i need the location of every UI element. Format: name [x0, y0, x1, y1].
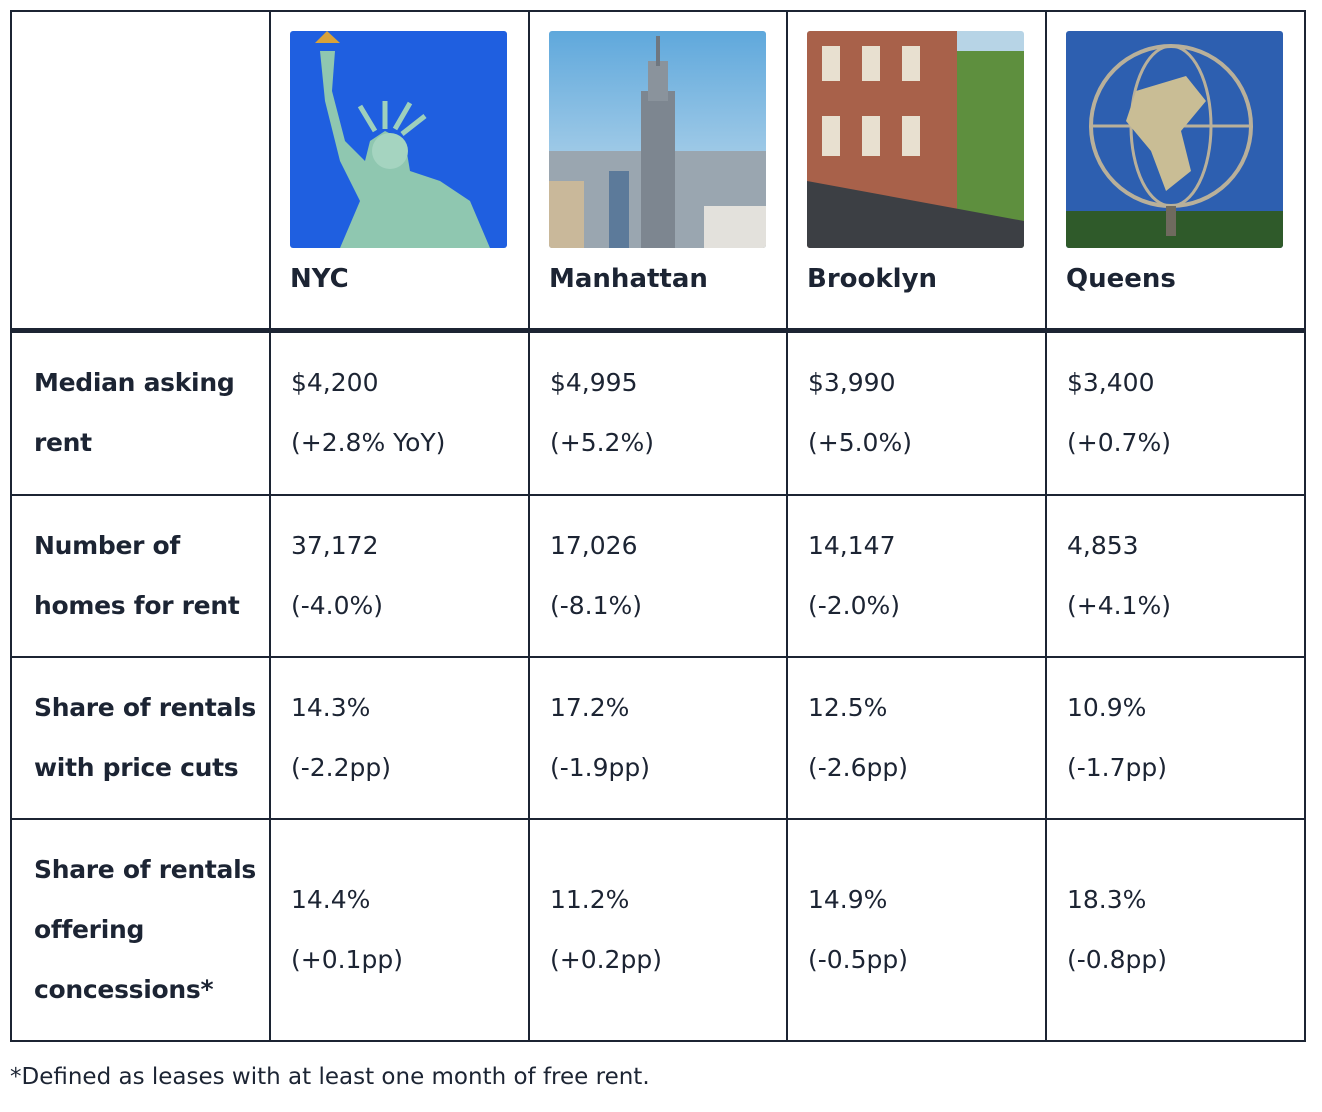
header-border [10, 328, 1306, 333]
table-cell: 14.4% (+0.1pp) [271, 820, 528, 1040]
cell-value: 37,172 [291, 531, 379, 560]
cell-change: (-0.5pp) [808, 945, 909, 974]
cell-change: (+0.1pp) [291, 945, 403, 974]
cell-change: (-8.1%) [550, 591, 643, 620]
cell-value: 17.2% [550, 693, 630, 722]
cell-value: 17,026 [550, 531, 638, 560]
row-label: Median asking rent [34, 368, 235, 457]
cell-value: $4,995 [550, 368, 638, 397]
column-header: Brooklyn [807, 264, 938, 294]
cell-change: (+5.0%) [808, 428, 912, 457]
cell-change: (-1.9pp) [550, 753, 651, 782]
brooklyn-image [807, 31, 1024, 248]
cell-value: $3,400 [1067, 368, 1155, 397]
cell-change: (-4.0%) [291, 591, 384, 620]
cell-change: (+4.1%) [1067, 591, 1171, 620]
row-border [10, 818, 1306, 820]
row-border [10, 10, 1306, 12]
row-border [10, 656, 1306, 658]
table-cell: 4,853 (+4.1%) [1047, 496, 1304, 656]
cell-value: 14.4% [291, 885, 371, 914]
cell-value: 12.5% [808, 693, 888, 722]
table-cell: 17.2% (-1.9pp) [530, 658, 786, 818]
column-header: NYC [290, 264, 349, 294]
cell-change: (+0.2pp) [550, 945, 662, 974]
column-border [786, 10, 788, 1042]
table-cell: $4,995 (+5.2%) [530, 332, 786, 494]
cell-value: 18.3% [1067, 885, 1147, 914]
table-cell: 18.3% (-0.8pp) [1047, 820, 1304, 1040]
table-cell: 10.9% (-1.7pp) [1047, 658, 1304, 818]
cell-value: 14,147 [808, 531, 896, 560]
table-cell: $3,400 (+0.7%) [1047, 332, 1304, 494]
table-cell: 17,026 (-8.1%) [530, 496, 786, 656]
cell-value: 14.9% [808, 885, 888, 914]
cell-change: (+5.2%) [550, 428, 654, 457]
column-header: Manhattan [549, 264, 708, 294]
column-border [1045, 10, 1047, 1042]
cell-value: 14.3% [291, 693, 371, 722]
cell-change: (+2.8% YoY) [291, 428, 446, 457]
cell-change: (+0.7%) [1067, 428, 1171, 457]
row-label: Share of rentals with price cuts [34, 693, 256, 782]
cell-change: (-2.0%) [808, 591, 901, 620]
column-border [1304, 10, 1306, 1042]
cell-value: 4,853 [1067, 531, 1139, 560]
cell-value: 10.9% [1067, 693, 1147, 722]
row-label: Number of homes for rent [34, 531, 240, 620]
manhattan-image [549, 31, 766, 248]
table-cell: $3,990 (+5.0%) [788, 332, 1045, 494]
cell-change: (-0.8pp) [1067, 945, 1168, 974]
table-cell: 37,172 (-4.0%) [271, 496, 528, 656]
footnote: *Defined as leases with at least one mon… [10, 1064, 650, 1090]
cell-change: (-2.6pp) [808, 753, 909, 782]
column-border [10, 10, 12, 1042]
cell-change: (-2.2pp) [291, 753, 392, 782]
row-border [10, 1040, 1306, 1042]
nyc-image [290, 31, 507, 248]
table-cell: 14.3% (-2.2pp) [271, 658, 528, 818]
table-cell: 14.9% (-0.5pp) [788, 820, 1045, 1040]
row-border [10, 494, 1306, 496]
table-cell: $4,200 (+2.8% YoY) [271, 332, 528, 494]
cell-value: $4,200 [291, 368, 379, 397]
cell-change: (-1.7pp) [1067, 753, 1168, 782]
table-cell: 12.5% (-2.6pp) [788, 658, 1045, 818]
queens-image [1066, 31, 1283, 248]
row-label: Share of rentals offering concessions* [34, 855, 256, 1004]
table-cell: 14,147 (-2.0%) [788, 496, 1045, 656]
cell-value: $3,990 [808, 368, 896, 397]
cell-value: 11.2% [550, 885, 630, 914]
column-header: Queens [1066, 264, 1176, 294]
table-cell: 11.2% (+0.2pp) [530, 820, 786, 1040]
column-border [269, 10, 271, 1042]
column-border [528, 10, 530, 1042]
